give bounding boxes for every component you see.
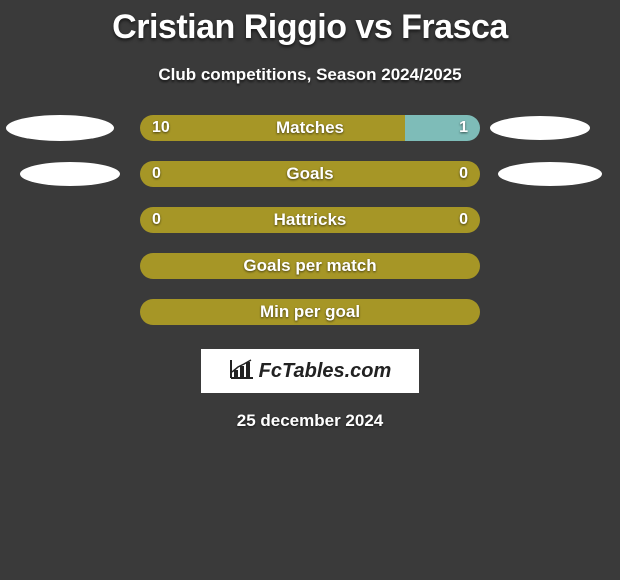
stats-rows: 101Matches 00Goals 00Hattricks Goals per ma… <box>0 113 620 327</box>
stat-label: Goals per match <box>140 253 480 279</box>
stat-row: 00Goals <box>0 159 620 189</box>
page-title: Cristian Riggio vs Frasca <box>0 0 620 47</box>
stat-label: Min per goal <box>140 299 480 325</box>
player-right-ellipse <box>490 116 590 140</box>
player-left-ellipse <box>20 162 120 186</box>
stat-bar: 101Matches <box>140 115 480 141</box>
stat-row: 101Matches <box>0 113 620 143</box>
subtitle: Club competitions, Season 2024/2025 <box>0 65 620 85</box>
date-text: 25 december 2024 <box>0 411 620 431</box>
stat-label: Matches <box>140 115 480 141</box>
stat-bar: Min per goal <box>140 299 480 325</box>
stat-row: 00Hattricks <box>0 205 620 235</box>
logo-box: FcTables.com <box>201 349 419 393</box>
stat-bar: 00Goals <box>140 161 480 187</box>
stat-row: Goals per match <box>0 251 620 281</box>
stat-bar: Goals per match <box>140 253 480 279</box>
bar-chart-icon <box>229 358 255 385</box>
stat-row: Min per goal <box>0 297 620 327</box>
stat-label: Goals <box>140 161 480 187</box>
stat-bar: 00Hattricks <box>140 207 480 233</box>
stat-label: Hattricks <box>140 207 480 233</box>
player-left-ellipse <box>6 115 114 141</box>
logo-text: FcTables.com <box>259 360 392 383</box>
player-right-ellipse <box>498 162 602 186</box>
